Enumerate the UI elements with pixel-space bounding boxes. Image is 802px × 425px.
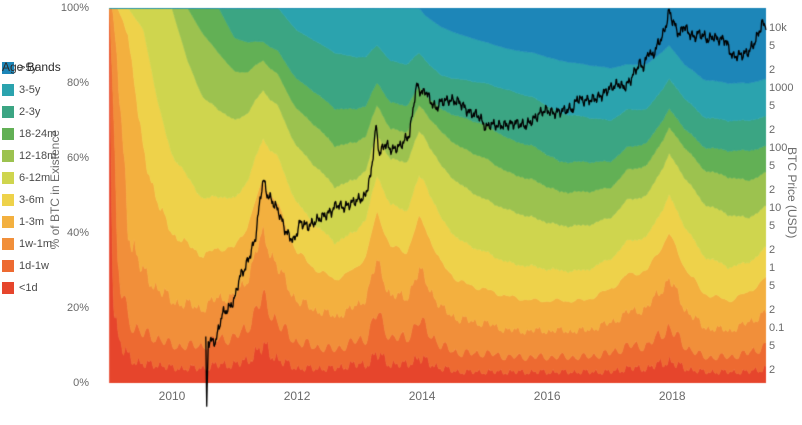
x-tick: 2018 bbox=[658, 389, 686, 403]
legend-item-18-24m[interactable]: 18-24m bbox=[2, 123, 62, 145]
y-right-tick: 2 bbox=[769, 303, 776, 316]
legend-label: >5y bbox=[19, 62, 38, 74]
y-right-tick: 5 bbox=[769, 40, 776, 53]
y-right-tick: 1 bbox=[769, 261, 776, 274]
legend-swatch-3-6m bbox=[2, 194, 14, 206]
legend-item-1w-1m[interactable]: 1w-1m bbox=[2, 233, 62, 255]
legend-label: 1-3m bbox=[19, 216, 45, 228]
legend-item-6-12m[interactable]: 6-12m bbox=[2, 167, 62, 189]
legend-item-12-18m[interactable]: 12-18m bbox=[2, 145, 62, 167]
legend-item-1d-1w[interactable]: 1d-1w bbox=[2, 255, 62, 277]
x-tick: 2012 bbox=[283, 389, 311, 403]
y-right-tick: 10k bbox=[769, 21, 787, 34]
legend-label: 2-3y bbox=[19, 106, 41, 118]
y-right-tick: 5 bbox=[769, 220, 776, 233]
legend-label: <1d bbox=[19, 282, 38, 294]
legend-item-gt-5y[interactable]: >5y bbox=[2, 57, 62, 79]
x-tick: 2014 bbox=[408, 389, 436, 403]
legend-item-3-5y[interactable]: 3-5y bbox=[2, 79, 62, 101]
y-right-tick: 0.1 bbox=[769, 321, 785, 334]
legend-swatch-12-18m bbox=[2, 150, 14, 162]
legend-swatch-6-12m bbox=[2, 172, 14, 184]
legend-item-lt-1d[interactable]: <1d bbox=[2, 277, 62, 299]
y-left-tick: 80% bbox=[66, 77, 89, 89]
legend-swatch-3-5y bbox=[2, 84, 14, 96]
y-right-tick: 2 bbox=[769, 123, 776, 136]
y-right-tick: 2 bbox=[769, 243, 776, 256]
y-left-tick: 20% bbox=[66, 302, 89, 314]
legend-label: 12-18m bbox=[19, 150, 57, 162]
y-left-tick: 0% bbox=[73, 377, 89, 389]
legend-item-2-3y[interactable]: 2-3y bbox=[2, 101, 62, 123]
y-left-tick: 100% bbox=[60, 2, 89, 14]
x-tick: 2010 bbox=[158, 389, 186, 403]
legend-swatch-18-24m bbox=[2, 128, 14, 140]
legend-label: 1d-1w bbox=[19, 260, 49, 272]
legend-swatch-gt-5y bbox=[2, 62, 14, 74]
legend-label: 3-5y bbox=[19, 84, 41, 96]
legend-title: Age Bands bbox=[2, 60, 61, 74]
y-right-tick: 5 bbox=[769, 340, 776, 353]
y-right-tick: 10 bbox=[769, 201, 782, 214]
y-left-tick: 40% bbox=[66, 227, 89, 239]
y-right-tick: 2 bbox=[769, 183, 776, 196]
x-tick: 2016 bbox=[533, 389, 561, 403]
y-right-tick: 1000 bbox=[769, 81, 794, 94]
legend-items: >5y 3-5y 2-3y 18-24m 12-18m 6-12m 3-6m 1-3m 1w-1… bbox=[2, 57, 62, 299]
legend-swatch-1w-1m bbox=[2, 238, 14, 250]
legend-label: 18-24m bbox=[19, 128, 57, 140]
legend-swatch-1d-1w bbox=[2, 260, 14, 272]
y-right-tick: 100 bbox=[769, 141, 788, 154]
legend-swatch-1-3m bbox=[2, 216, 14, 228]
legend-label: 6-12m bbox=[19, 172, 51, 184]
y-right-tick: 5 bbox=[769, 160, 776, 173]
y-left-tick: 60% bbox=[66, 152, 89, 164]
legend-swatch-lt-1d bbox=[2, 282, 14, 294]
y-right-tick: 2 bbox=[769, 63, 776, 76]
y-right-tick: 2 bbox=[769, 363, 776, 376]
legend-swatch-2-3y bbox=[2, 106, 14, 118]
legend-label: 3-6m bbox=[19, 194, 45, 206]
legend-item-1-3m[interactable]: 1-3m bbox=[2, 211, 62, 233]
y-right-tick: 5 bbox=[769, 280, 776, 293]
y-right-tick: 5 bbox=[769, 100, 776, 113]
y-axis-title-right: BTC Price (USD) bbox=[785, 147, 799, 239]
legend: Age Bands >5y 3-5y 2-3y 18-24m 12-18m 6-12m 3-… bbox=[2, 57, 62, 299]
legend-item-3-6m[interactable]: 3-6m bbox=[2, 189, 62, 211]
legend-label: 1w-1m bbox=[19, 238, 53, 250]
